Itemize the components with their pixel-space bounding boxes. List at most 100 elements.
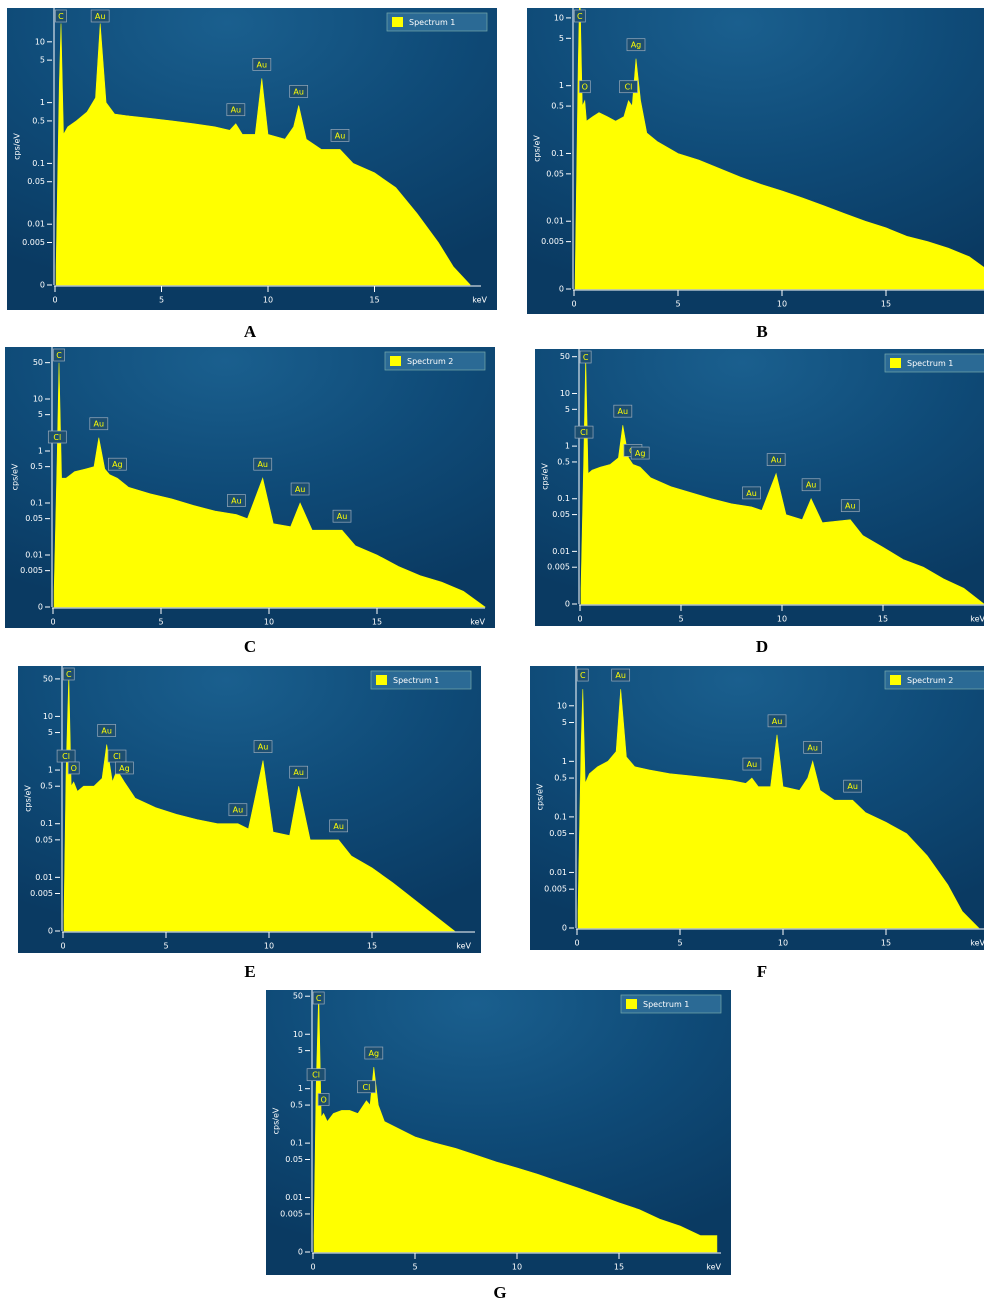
peak-label: Au (335, 131, 346, 140)
peak-label: O (320, 1096, 326, 1105)
legend-box (884, 670, 984, 690)
x-tick-label: 15 (881, 300, 891, 309)
peak-label: Ag (119, 764, 130, 773)
y-tick-label: 1 (565, 442, 570, 451)
peak-label: C (56, 351, 62, 360)
y-tick-label: 0 (40, 281, 45, 290)
y-tick-label: 0.5 (554, 774, 567, 783)
y-tick-label: 10 (560, 389, 570, 398)
y-tick-label: 0.01 (25, 551, 43, 560)
y-tick-label: 5 (40, 56, 45, 65)
peak-label: Au (231, 106, 242, 115)
caption: C (244, 637, 256, 656)
legend-swatch (626, 999, 637, 1009)
y-axis-label: cps/eV (536, 783, 545, 810)
peak-label: O (71, 764, 77, 773)
peak-label-box (56, 749, 76, 763)
y-tick-label: 0.005 (30, 889, 53, 898)
legend-box (370, 670, 472, 690)
peak-label-box (312, 991, 325, 1005)
peak-label-box (613, 404, 633, 418)
peak-label: Au (845, 502, 856, 511)
peak-label-box (53, 348, 65, 362)
legend-label: Spectrum 1 (409, 18, 455, 27)
y-tick-label: 0.1 (40, 819, 53, 828)
y-tick-label: 10 (33, 395, 43, 404)
x-tick-label: 0 (571, 300, 576, 309)
x-tick-label: 5 (163, 942, 168, 951)
peak-label: Cl (113, 752, 121, 761)
y-tick-label: 0.5 (557, 457, 570, 466)
peak-label: Cl (625, 83, 633, 92)
peak-label-box (767, 714, 787, 728)
peak-label: Cl (53, 433, 61, 442)
peak-label: Au (258, 743, 269, 752)
peak-label: Au (293, 768, 304, 777)
peak-label: Cl (363, 1083, 371, 1092)
x-tick-label: 0 (310, 1263, 315, 1272)
x-tick-label: 5 (677, 939, 682, 948)
caption: B (756, 322, 767, 341)
y-tick-label: 0.005 (20, 566, 43, 575)
y-axis-label: cps/eV (24, 785, 33, 812)
peak-label: Cl (312, 1071, 320, 1080)
peak-label: Au (747, 760, 758, 769)
y-tick-label: 0.05 (35, 835, 53, 844)
peak-label-box (843, 779, 862, 793)
peak-label-box (67, 761, 80, 775)
peak-label: C (580, 671, 586, 680)
y-tick-label: 0.1 (30, 499, 43, 508)
y-tick-label: 0.1 (551, 149, 564, 158)
peak-label-box (766, 453, 786, 466)
peak-label-box (626, 38, 646, 52)
y-tick-label: 0.01 (546, 217, 564, 226)
peak-label-box (332, 509, 352, 523)
y-tick-label: 5 (559, 34, 564, 43)
x-tick-label: 5 (675, 300, 680, 309)
peak-label-box (47, 430, 67, 444)
peak-label: Au (771, 456, 782, 465)
y-tick-label: 1 (559, 81, 564, 90)
peak-label-box (62, 667, 75, 681)
legend-box (384, 351, 486, 371)
y-tick-label: 0 (48, 927, 53, 936)
peak-label: Au (847, 782, 858, 791)
spectrum-area (63, 674, 456, 932)
peak-label: Au (772, 717, 783, 726)
y-tick-label: 0.1 (290, 1139, 303, 1148)
y-tick-label: 0.01 (552, 547, 570, 556)
legend-label: Spectrum 2 (907, 676, 953, 685)
caption: D (756, 637, 768, 656)
peak-label-box (840, 499, 860, 513)
peak-label: Cl (62, 752, 70, 761)
y-tick-label: 5 (48, 728, 53, 737)
x-tick-label: 5 (678, 615, 683, 624)
caption: G (493, 1283, 506, 1302)
peak-label-box (576, 668, 589, 682)
y-tick-label: 1 (40, 98, 45, 107)
y-tick-label: 0.05 (546, 169, 564, 178)
x-tick-label: 10 (264, 618, 274, 627)
y-tick-label: 10 (554, 13, 564, 22)
x-tick-label: 15 (614, 1263, 624, 1272)
y-axis-label: cps/eV (11, 463, 20, 490)
peak-label-box (252, 58, 272, 71)
caption: F (757, 962, 767, 981)
peak-label-box (227, 494, 246, 507)
x-axis-label: keV (456, 942, 471, 951)
y-tick-label: 10 (35, 37, 45, 46)
peak-label-box (619, 80, 638, 94)
y-tick-label: 5 (565, 405, 570, 414)
peak-label: O (582, 83, 588, 92)
peak-label-box (742, 486, 761, 500)
x-tick-label: 10 (777, 300, 787, 309)
y-tick-label: 0.5 (30, 462, 43, 471)
peak-label: C (583, 353, 589, 362)
peak-label-box (578, 80, 591, 94)
y-tick-label: 0 (562, 924, 567, 933)
peak-label-box (574, 425, 594, 439)
y-tick-label: 0.005 (22, 238, 45, 247)
y-tick-label: 0.005 (547, 563, 570, 572)
peak-label-box (803, 740, 823, 754)
